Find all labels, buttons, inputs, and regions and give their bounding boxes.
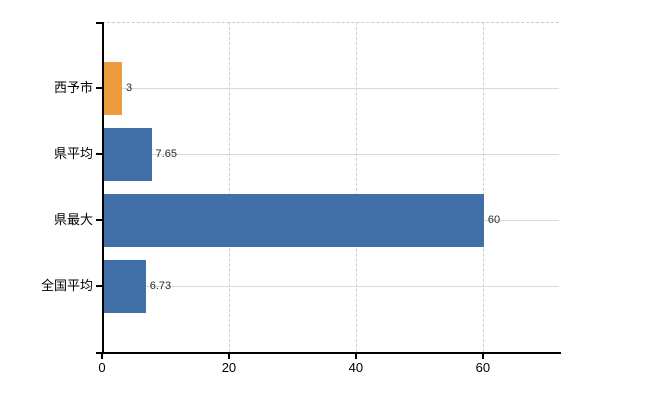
category-label: 県最大 — [53, 212, 93, 227]
h-gridline — [102, 154, 559, 155]
y-axis-tick — [96, 219, 102, 221]
bar-value-label: 7.65 — [155, 148, 177, 160]
y-axis-tick — [96, 153, 102, 155]
y-axis-tick — [96, 285, 102, 287]
bar-value-label: 60 — [487, 214, 501, 226]
x-tick-label: 40 — [348, 360, 364, 375]
category-label: 全国平均 — [40, 278, 93, 293]
bar-value-label: 3 — [126, 82, 133, 94]
category-bar — [103, 127, 152, 181]
category-bar — [103, 259, 146, 313]
h-gridline — [102, 88, 559, 89]
x-axis-tick — [481, 354, 484, 359]
v-gridline — [228, 22, 230, 352]
v-gridline — [355, 22, 357, 352]
y-axis-line — [102, 22, 104, 353]
x-axis-tick — [227, 354, 230, 359]
x-tick-label: 0 — [98, 360, 106, 375]
category-label: 西予市 — [53, 80, 93, 95]
category-bar — [103, 61, 123, 115]
x-tick-label: 20 — [221, 360, 237, 375]
x-axis-line — [96, 352, 561, 354]
plot-border-top — [102, 22, 559, 23]
y-axis-tick — [96, 22, 102, 24]
x-tick-label: 60 — [475, 360, 491, 375]
x-axis-tick — [101, 354, 103, 359]
category-bar — [103, 193, 484, 247]
y-axis-tick — [96, 87, 102, 89]
bar-value-label: 6.73 — [149, 280, 172, 292]
h-gridline — [102, 286, 559, 287]
category-label: 県平均 — [53, 146, 93, 161]
v-gridline — [482, 22, 484, 352]
x-axis-tick — [354, 354, 357, 359]
